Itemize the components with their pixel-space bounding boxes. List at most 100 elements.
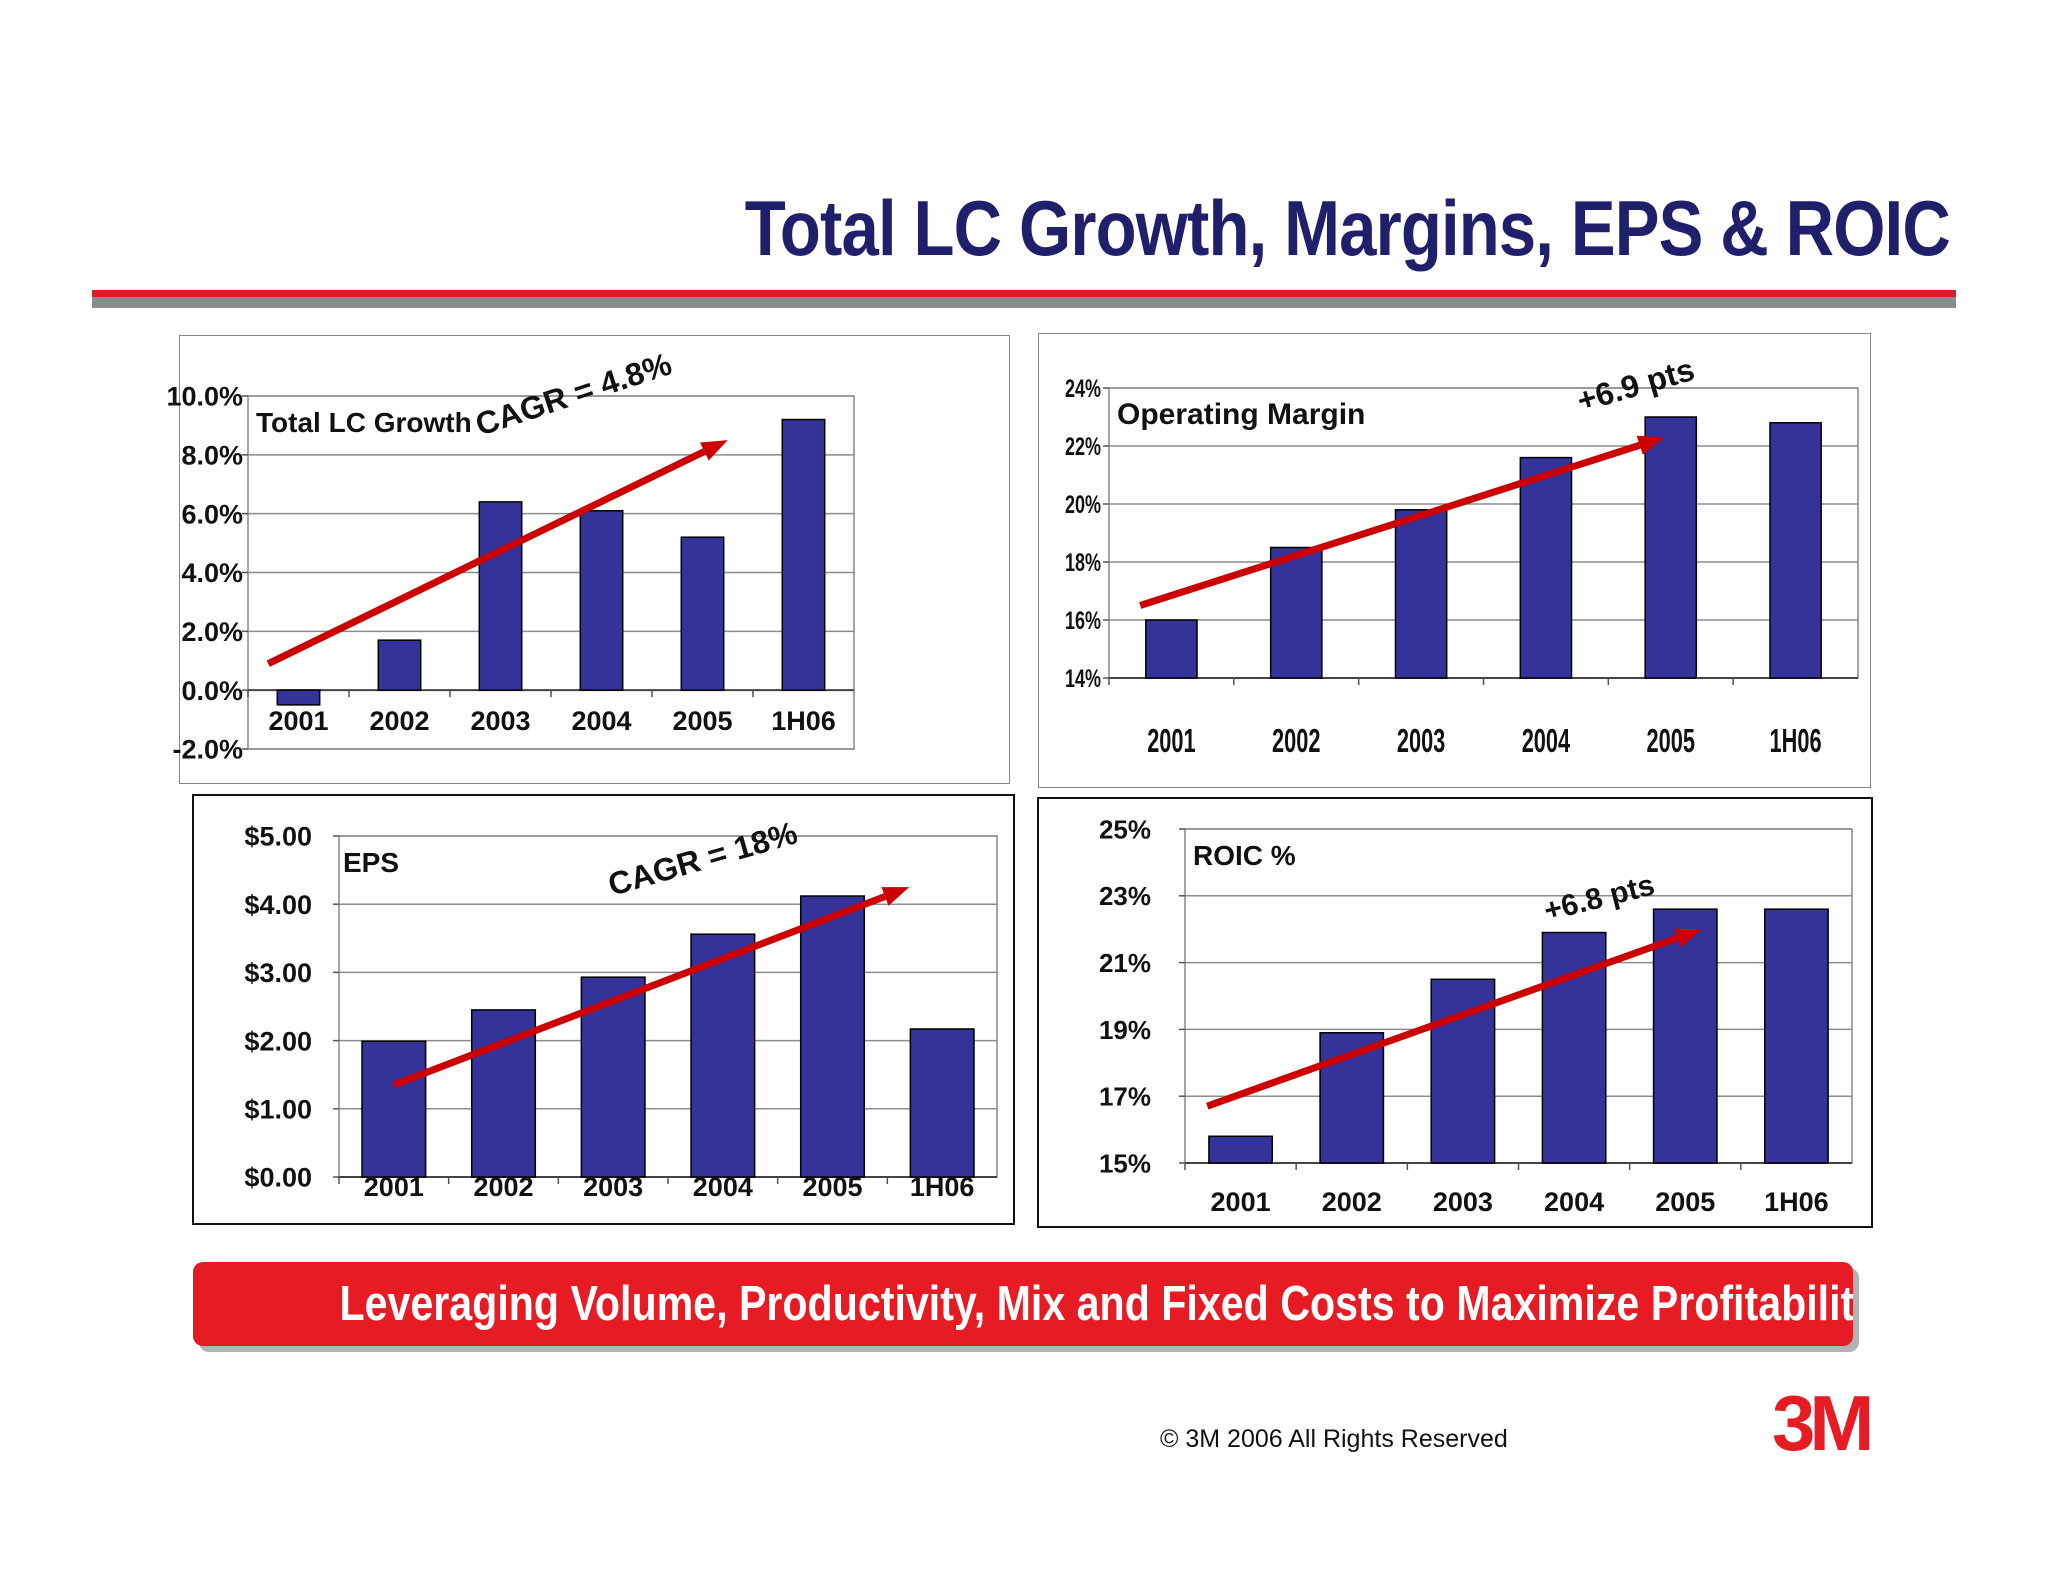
operating-margin-plot: 14% 16% 18% 20% 22% 24% 2001 2002 2003 2004 2005 1H… [1065, 351, 1859, 759]
y-tick-label: 4.0% [181, 558, 243, 588]
y-tick-label: $2.00 [244, 1026, 312, 1056]
banner-text: Leveraging Volume, Productivity, Mix and… [339, 1277, 1853, 1331]
x-tick-label: 2003 [1397, 722, 1445, 759]
y-tick-label: 14% [1065, 664, 1101, 693]
trend-arrow-shaft [1206, 934, 1679, 1110]
x-tick-label: 2002 [1322, 1187, 1382, 1217]
y-tick-label: -2.0% [172, 735, 243, 765]
x-tick-label: 2003 [1433, 1187, 1493, 1217]
x-tick-label: 2001 [364, 1172, 424, 1202]
bar-2005 [799, 895, 866, 1178]
roic-plot: 15% 17% 19% 21% 23% 25% 2001 2002 2003 2004 2005 1H… [1099, 814, 1853, 1217]
bar-2002 [1269, 546, 1323, 679]
lc-growth-chart: -2.0% 0.0% 2.0% 4.0% 6.0% 8.0% 10.0% 2001 2002 20… [166, 345, 855, 765]
x-tick-label: 2004 [571, 706, 631, 736]
x-tick-label: 2005 [672, 706, 732, 736]
y-tick-label: 20% [1065, 490, 1101, 519]
bar-2004 [579, 509, 624, 691]
bar-2001 [1208, 1135, 1274, 1164]
y-tick-label: 2.0% [181, 617, 243, 647]
x-tick-label: 2004 [1522, 722, 1571, 759]
copyright-notice: © 3M 2006 All Rights Reserved [1160, 1425, 1508, 1453]
x-tick-label: 2001 [1147, 722, 1195, 759]
profitability-banner: Leveraging Volume, Productivity, Mix and… [193, 1262, 1853, 1346]
trend-arrow-shaft [1139, 441, 1641, 609]
bar-2004 [1519, 456, 1573, 679]
bar-2004 [690, 933, 756, 1178]
trend-arrow-head [699, 440, 728, 461]
bar-1H06 [1769, 422, 1822, 679]
x-tick-label: 2001 [268, 706, 328, 736]
roic-chart-panel: 15% 17% 19% 21% 23% 25% 2001 2002 2003 2004 2005 1H… [1037, 797, 1873, 1228]
y-tick-label: $1.00 [244, 1095, 312, 1125]
operating-margin-chart: 14% 16% 18% 20% 22% 24% 2001 2002 2003 2004 2005 1H… [1065, 351, 1859, 759]
trend-arrow-head [881, 887, 910, 906]
y-tick-label: 17% [1099, 1082, 1151, 1112]
trend-arrow-head [1636, 435, 1665, 455]
bar-2005 [680, 536, 725, 691]
eps-chart-panel: $0.00 $1.00 $2.00 $3.00 $4.00 $5.00 2001 2002 20… [192, 794, 1015, 1225]
roic-chart: 15% 17% 19% 21% 23% 25% 2001 2002 2003 2004 2005 1H… [1099, 814, 1853, 1217]
bar-2001 [276, 689, 321, 706]
chart-title: Total LC Growth [256, 407, 472, 438]
slide-title: Total LC Growth, Margins, EPS & ROIC [744, 184, 1951, 272]
trend-arrow-head [1674, 928, 1702, 948]
x-tick-label: 2004 [693, 1172, 753, 1202]
x-tick-label: 1H06 [771, 706, 836, 736]
eps-plot: $0.00 $1.00 $2.00 $3.00 $4.00 $5.00 2001 2002 20… [244, 814, 998, 1202]
title-rule-grey [92, 297, 1956, 308]
x-tick-label: 2001 [1211, 1187, 1271, 1217]
x-tick-label: 2002 [1272, 722, 1320, 759]
x-tick-label: 2003 [470, 706, 530, 736]
y-tick-label: 18% [1065, 548, 1101, 577]
bar-1H06 [909, 1028, 975, 1178]
bar-1H06 [781, 418, 826, 691]
bar-2001 [361, 1040, 427, 1178]
x-tick-label: 2005 [1647, 722, 1695, 759]
y-tick-label: 23% [1099, 881, 1151, 911]
y-tick-label: $4.00 [244, 890, 312, 920]
y-tick-label: $3.00 [244, 958, 312, 988]
y-tick-label: 24% [1065, 374, 1101, 403]
y-tick-label: 19% [1099, 1015, 1151, 1045]
x-tick-label: 2004 [1544, 1187, 1604, 1217]
chart-title: EPS [343, 847, 399, 878]
bar-2002 [377, 639, 422, 691]
y-tick-label: 0.0% [181, 676, 243, 706]
bar-2003 [1394, 509, 1448, 679]
y-tick-label: $0.00 [244, 1163, 312, 1193]
bar-2001 [1145, 619, 1198, 679]
x-tick-label: 2005 [1655, 1187, 1715, 1217]
y-tick-label: 8.0% [181, 441, 243, 471]
bar-2005 [1652, 908, 1718, 1164]
y-tick-label: 22% [1065, 432, 1101, 461]
title-rule-red [92, 290, 1956, 297]
y-tick-label: 25% [1099, 814, 1151, 844]
x-tick-label: 1H06 [910, 1172, 975, 1202]
plot-area [1108, 387, 1859, 679]
bar-1H06 [1763, 908, 1829, 1164]
bar-2003 [478, 501, 523, 691]
x-tick-label: 1H06 [1764, 1187, 1829, 1217]
x-tick-label: 1H06 [1770, 722, 1822, 759]
y-tick-label: 10.0% [166, 382, 243, 412]
x-tick-label: 2002 [369, 706, 429, 736]
trend-arrow-shaft [266, 448, 706, 667]
x-tick-label: 2005 [802, 1172, 862, 1202]
y-tick-label: 6.0% [181, 499, 243, 529]
x-tick-label: 2003 [583, 1172, 643, 1202]
chart-title: Operating Margin [1117, 398, 1365, 431]
chart-title: ROIC % [1193, 840, 1296, 871]
lc-growth-chart-panel: -2.0% 0.0% 2.0% 4.0% 6.0% 8.0% 10.0% 2001 2002 20… [166, 335, 1010, 784]
y-tick-label: 15% [1099, 1148, 1151, 1178]
y-tick-label: $5.00 [244, 822, 312, 852]
x-tick-label: 2002 [473, 1172, 533, 1202]
y-tick-label: 16% [1065, 606, 1101, 635]
eps-chart: $0.00 $1.00 $2.00 $3.00 $4.00 $5.00 2001 2002 20… [244, 814, 998, 1202]
bar-2005 [1644, 416, 1698, 679]
trend-arrow-shaft [392, 893, 887, 1089]
3m-logo: 3M [1772, 1379, 1874, 1467]
y-tick-label: 21% [1099, 948, 1151, 978]
lc-growth-plot: -2.0% 0.0% 2.0% 4.0% 6.0% 8.0% 10.0% 2001 2002 20… [166, 345, 855, 765]
operating-margin-chart-panel: 14% 16% 18% 20% 22% 24% 2001 2002 2003 2004 2005 1H… [1038, 333, 1871, 788]
